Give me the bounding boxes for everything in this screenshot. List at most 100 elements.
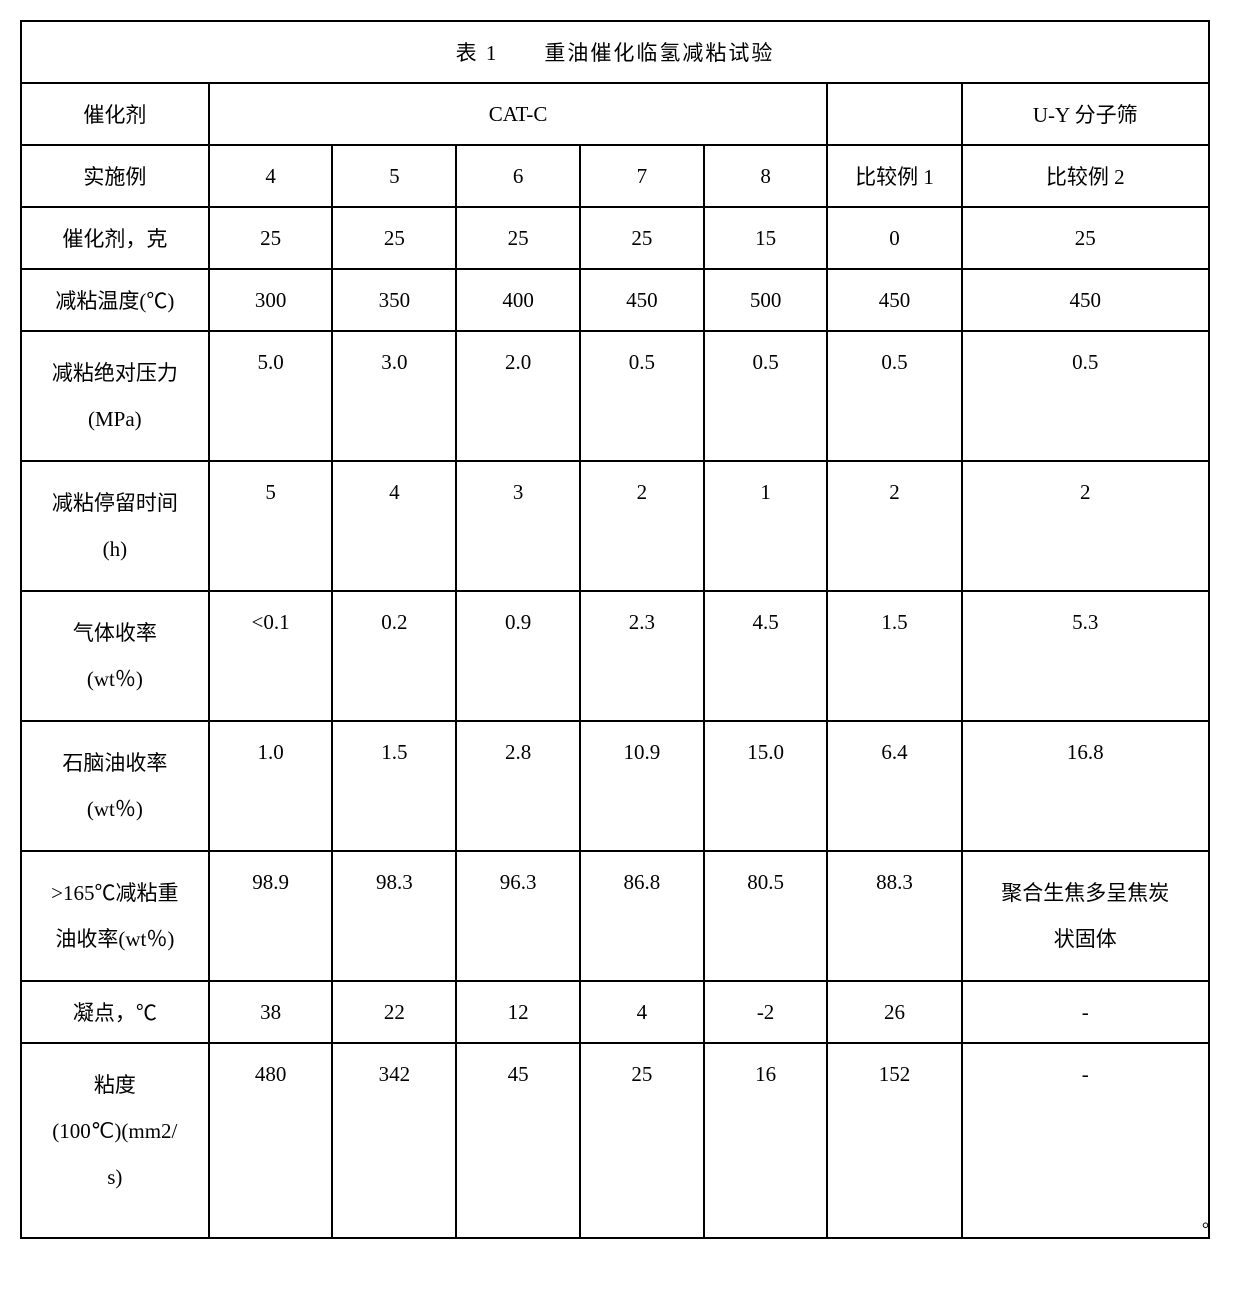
cell-5-cmp2: 16.8 [962,721,1210,851]
cell-8-cmp2: - [962,1043,1210,1238]
cell-8-c8: 16 [704,1043,828,1238]
cell-4-c4: <0.1 [209,591,333,721]
cell-6-c7: 86.8 [580,851,704,981]
cell-7-c7: 4 [580,981,704,1043]
row-label-6: >165℃减粘重油收率(wt％) [21,851,209,981]
cell-5-c4: 1.0 [209,721,333,851]
cell-7-c6: 12 [456,981,580,1043]
cell-4-c6: 0.9 [456,591,580,721]
cell-0-c7: 25 [580,207,704,269]
cell-6-cmp2: 聚合生焦多呈焦炭状固体 [962,851,1210,981]
cell-3-cmp2: 2 [962,461,1210,591]
cell-2-c6: 2.0 [456,331,580,461]
cell-5-c8: 15.0 [704,721,828,851]
cell-4-cmp2: 5.3 [962,591,1210,721]
header-col-7: 7 [580,145,704,207]
header-col-6: 6 [456,145,580,207]
header-empty [827,83,961,145]
table-title: 表 1 重油催化临氢减粘试验 [21,21,1209,83]
cell-5-c7: 10.9 [580,721,704,851]
cell-8-c7: 25 [580,1043,704,1238]
table-header-row-2: 实施例 4 5 6 7 8 比较例 1 比较例 2 [21,145,1209,207]
cell-0-cmp1: 0 [827,207,961,269]
cell-1-c8: 500 [704,269,828,331]
row-label-5: 石脑油收率(wt％) [21,721,209,851]
table-title-text: 表 1 重油催化临氢减粘试验 [456,37,775,67]
table-row: 减粘温度(℃)300350400450500450450 [21,269,1209,331]
cell-7-cmp2: - [962,981,1210,1043]
cell-6-c4: 98.9 [209,851,333,981]
table-header-row-1: 催化剂 CAT-C U-Y 分子筛 [21,83,1209,145]
cell-0-c4: 25 [209,207,333,269]
header-col-5: 5 [332,145,456,207]
table-row: 气体收率(wt％)<0.10.20.92.34.51.55.3 [21,591,1209,721]
cell-2-c8: 0.5 [704,331,828,461]
cell-2-cmp1: 0.5 [827,331,961,461]
cell-2-c5: 3.0 [332,331,456,461]
row-label-4: 气体收率(wt％) [21,591,209,721]
cell-5-cmp1: 6.4 [827,721,961,851]
cell-8-c4: 480 [209,1043,333,1238]
cell-8-c5: 342 [332,1043,456,1238]
cell-4-c5: 0.2 [332,591,456,721]
table-wrapper: 表 1 重油催化临氢减粘试验 催化剂 CAT-C U-Y 分子筛 实施例 4 5… [20,20,1220,1239]
header-uy: U-Y 分子筛 [962,83,1210,145]
header-col-4: 4 [209,145,333,207]
cell-0-c5: 25 [332,207,456,269]
cell-3-c5: 4 [332,461,456,591]
header-catalyst-label: 催化剂 [21,83,209,145]
row-label-3: 减粘停留时间(h) [21,461,209,591]
cell-2-c7: 0.5 [580,331,704,461]
cell-3-c6: 3 [456,461,580,591]
row-label-1: 减粘温度(℃) [21,269,209,331]
row-label-7: 凝点，℃ [21,981,209,1043]
cell-8-cmp1: 152 [827,1043,961,1238]
table-row: 减粘停留时间(h)5432122 [21,461,1209,591]
cell-3-c8: 1 [704,461,828,591]
cell-8-c6: 45 [456,1043,580,1238]
table-row: 凝点，℃3822124-226- [21,981,1209,1043]
cell-6-c8: 80.5 [704,851,828,981]
cell-0-c8: 15 [704,207,828,269]
cell-4-cmp1: 1.5 [827,591,961,721]
cell-4-c7: 2.3 [580,591,704,721]
header-cmp1: 比较例 1 [827,145,961,207]
header-catc: CAT-C [209,83,828,145]
cell-1-c7: 450 [580,269,704,331]
cell-5-c6: 2.8 [456,721,580,851]
table-row: 减粘绝对压力(MPa)5.03.02.00.50.50.50.5 [21,331,1209,461]
experiment-table: 表 1 重油催化临氢减粘试验 催化剂 CAT-C U-Y 分子筛 实施例 4 5… [20,20,1210,1239]
cell-4-c8: 4.5 [704,591,828,721]
cell-1-c6: 400 [456,269,580,331]
cell-3-cmp1: 2 [827,461,961,591]
cell-7-c4: 38 [209,981,333,1043]
table-row: 催化剂，克2525252515025 [21,207,1209,269]
header-col-8: 8 [704,145,828,207]
row-label-2: 减粘绝对压力(MPa) [21,331,209,461]
cell-1-c5: 350 [332,269,456,331]
cell-0-cmp2: 25 [962,207,1210,269]
table-title-row: 表 1 重油催化临氢减粘试验 [21,21,1209,83]
cell-2-c4: 5.0 [209,331,333,461]
cell-3-c7: 2 [580,461,704,591]
cell-6-c6: 96.3 [456,851,580,981]
header-cmp2: 比较例 2 [962,145,1210,207]
header-example-label: 实施例 [21,145,209,207]
cell-7-c5: 22 [332,981,456,1043]
table-row: 粘度(100℃)(mm2/s)480342452516152- [21,1043,1209,1238]
cell-7-cmp1: 26 [827,981,961,1043]
table-row: 石脑油收率(wt％)1.01.52.810.915.06.416.8 [21,721,1209,851]
cell-1-c4: 300 [209,269,333,331]
row-label-8: 粘度(100℃)(mm2/s) [21,1043,209,1238]
cell-1-cmp1: 450 [827,269,961,331]
footer-mark: 。 [1202,1207,1220,1233]
cell-6-cmp1: 88.3 [827,851,961,981]
cell-6-c5: 98.3 [332,851,456,981]
cell-1-cmp2: 450 [962,269,1210,331]
cell-0-c6: 25 [456,207,580,269]
cell-5-c5: 1.5 [332,721,456,851]
cell-7-c8: -2 [704,981,828,1043]
cell-3-c4: 5 [209,461,333,591]
row-label-0: 催化剂，克 [21,207,209,269]
cell-2-cmp2: 0.5 [962,331,1210,461]
